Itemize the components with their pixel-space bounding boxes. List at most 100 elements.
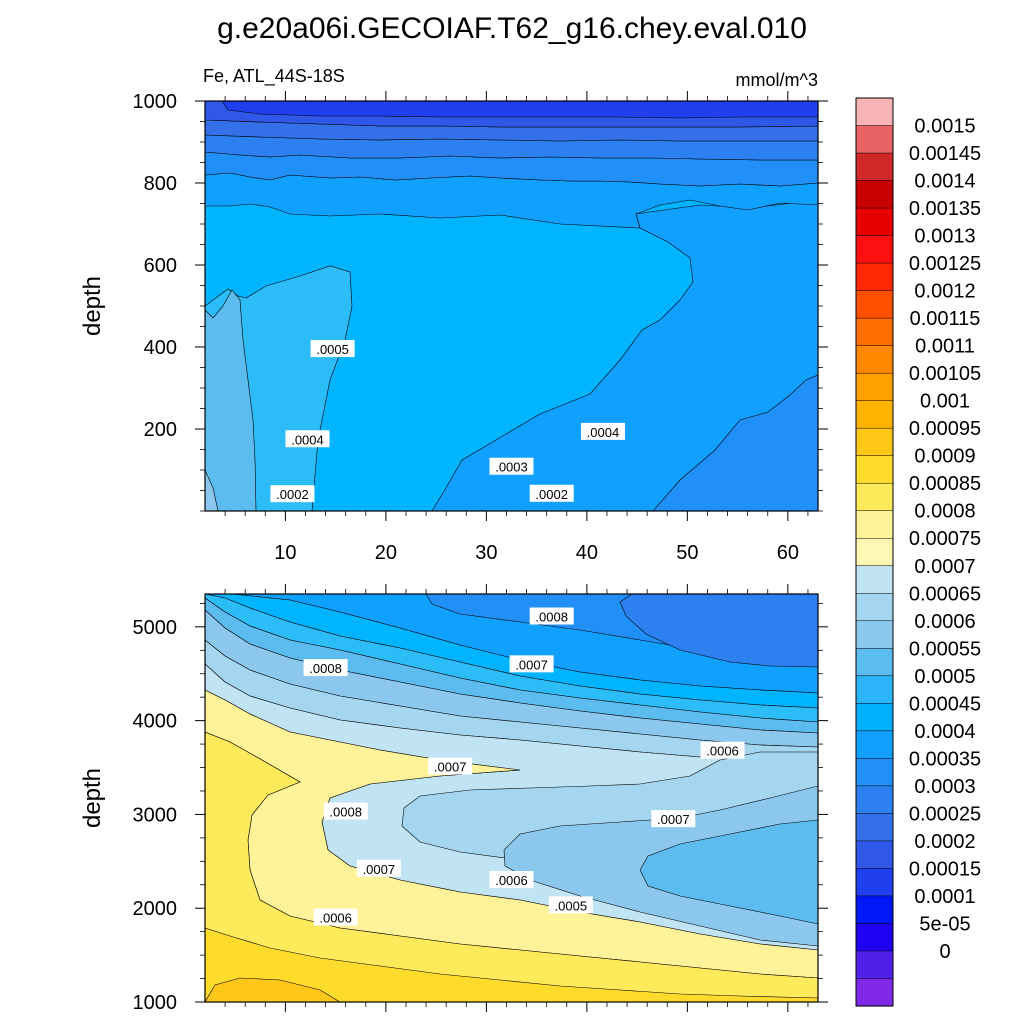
colorbar-label: 0.0004 (914, 721, 975, 743)
contour-label-box (509, 655, 554, 673)
colorbar-label: 0.00145 (909, 143, 981, 165)
colorbar-label: 0.00075 (909, 528, 981, 550)
lower-y-ticks: 1000 2000 3000 4000 5000 (133, 602, 828, 1014)
colorbar-label: 0.00105 (909, 363, 981, 385)
contour-label: .0002 (270, 485, 315, 503)
colorbar-label: 0.0011 (915, 336, 975, 358)
colorbar-label: 0.00125 (909, 253, 981, 275)
colorbar-swatch (855, 455, 894, 484)
contour-label-box (529, 484, 574, 502)
lower-y-axis-label: depth (79, 768, 106, 828)
colorbar-swatch (855, 840, 894, 869)
upper-fill-regions (205, 101, 818, 511)
contour-label-box (700, 741, 745, 759)
colorbar-swatch (855, 207, 894, 237)
colorbar-swatch (855, 868, 894, 897)
colorbar-swatch (855, 565, 894, 594)
colorbar-label: 0.0014 (914, 171, 975, 193)
contour-label-box (356, 859, 401, 877)
contour-label-box (548, 896, 593, 914)
colorbar-label: 0 (939, 941, 950, 963)
colorbar-label: 0.00085 (909, 473, 981, 495)
colorbar-label: 0.001 (920, 391, 970, 413)
colorbar-swatch (855, 317, 894, 347)
contour-label: .0005 (548, 896, 593, 914)
contour-label: .0006 (700, 741, 745, 759)
colorbar-label: 0.0005 (914, 666, 975, 688)
units-label: mmol/m^3 (736, 70, 818, 90)
colorbar-swatch (855, 730, 894, 759)
upper-x-ticks: 10 20 30 40 50 60 (224, 91, 809, 564)
contour-label-text: .0007 (657, 812, 690, 827)
contour-label-box (428, 757, 473, 775)
contour-label-text: .0008 (309, 661, 342, 676)
colorbar-swatch (855, 510, 894, 539)
contour-label-box (323, 802, 368, 820)
contour-label-box (651, 810, 696, 828)
colorbar-label: 0.0013 (914, 226, 975, 248)
fill-region-0p00015-band (221, 101, 818, 119)
colorbar-label: 0.00135 (909, 198, 981, 220)
upper-y-axis-label: depth (79, 276, 106, 336)
colorbar-label: 0.0015 (914, 116, 975, 138)
colorbar-swatch (855, 262, 894, 292)
colorbar-swatch (855, 372, 894, 402)
colorbar-swatch (855, 152, 894, 182)
lower-plot-frame (204, 593, 819, 1003)
colorbar-swatch (855, 950, 894, 980)
colorbar-label: 0.0003 (914, 776, 975, 798)
contour-label-box (270, 485, 315, 503)
contour-label-text: .0006 (495, 873, 528, 888)
contour-label-text: .0006 (319, 911, 352, 926)
colorbar-label: 0.00095 (909, 418, 981, 440)
colorbar-swatch (855, 675, 894, 704)
colorbar-swatch (855, 620, 894, 649)
colorbar-label: 0.00065 (909, 583, 981, 605)
colorbar-label: 0.0012 (914, 281, 975, 303)
contour-label: .0007 (428, 757, 473, 775)
contour-label-box (529, 607, 574, 625)
contour-label: .0007 (356, 859, 401, 877)
x-tick-label: 30 (475, 542, 497, 564)
fill-region-0p00095 (205, 977, 341, 1002)
x-tick-label: 20 (375, 542, 397, 564)
x-tick-label: 10 (274, 542, 296, 564)
y-tick-label: 400 (144, 337, 177, 359)
chart-title: g.e20a06i.GECOIAF.T62_g16.chey.eval.010 (217, 12, 807, 45)
contour-label: .0004 (285, 430, 330, 448)
colorbar-label: 0.0002 (914, 831, 975, 853)
colorbar-frame (855, 97, 894, 1007)
fill-region-0p00035 (619, 594, 818, 668)
colorbar-swatch (855, 978, 894, 1007)
colorbar-swatch (855, 923, 894, 952)
y-tick-label: 5000 (133, 617, 178, 639)
upper-contour-labels: .0002 .0002 .0003 .0004 .0004 .0005 (270, 340, 625, 503)
contour-label: .0003 (489, 457, 534, 475)
contour-label: .0008 (323, 802, 368, 820)
colorbar-label: 0.00045 (909, 693, 981, 715)
colorbar-swatch (855, 593, 894, 622)
contour-label: .0005 (310, 340, 355, 358)
fill-region-0p00085 (205, 731, 818, 1002)
contour-label: .0004 (580, 422, 625, 440)
contour-label-box (310, 340, 355, 358)
contour-label-text: .0005 (316, 342, 349, 357)
fill-region-0p0006 (205, 289, 257, 511)
contour-label: .0002 (529, 484, 574, 502)
colorbar-label: 0.00035 (909, 748, 981, 770)
contour-label-text: .0006 (706, 744, 739, 759)
colorbar-swatch (855, 400, 894, 429)
colorbar-swatch (855, 895, 894, 925)
contour-label: .0006 (489, 871, 534, 889)
colorbar-swatch (855, 125, 894, 154)
contour-label-text: .0004 (291, 432, 324, 447)
colorbar-swatch (855, 345, 894, 374)
y-tick-label: 1000 (133, 992, 178, 1014)
colorbar-swatch (855, 758, 894, 787)
colorbar-swatch (855, 427, 894, 457)
fill-region-0p0009 (205, 927, 818, 1002)
contour-label-box (580, 422, 625, 440)
y-tick-label: 200 (144, 419, 177, 441)
colorbar-label: 5e-05 (919, 913, 970, 935)
colorbar-swatch (855, 537, 894, 567)
